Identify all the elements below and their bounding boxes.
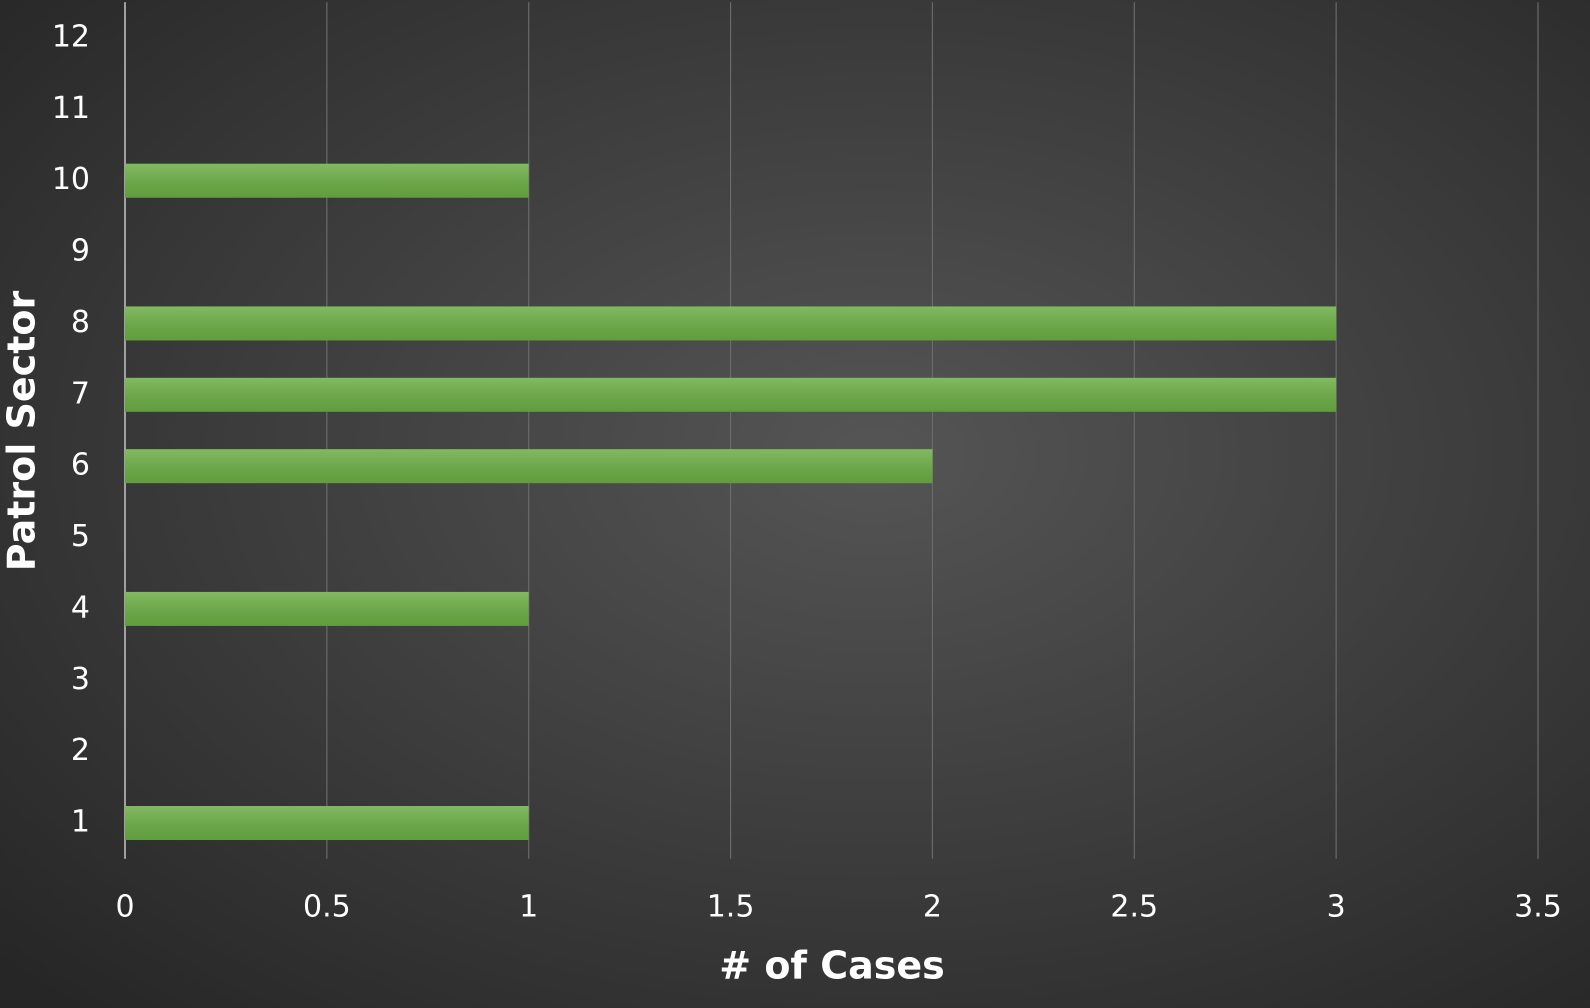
y-tick-label: 3 <box>71 662 90 697</box>
x-tick-label: 2 <box>923 890 942 925</box>
x-axis-title: # of Cases <box>719 944 944 988</box>
x-tick-label: 3 <box>1327 890 1346 925</box>
y-tick-label: 8 <box>71 305 90 340</box>
y-tick-label: 6 <box>71 448 90 483</box>
y-tick-label: 5 <box>71 519 90 554</box>
bar-shade <box>125 806 529 841</box>
y-tick-label: 9 <box>71 234 90 269</box>
bar-shade <box>125 449 933 484</box>
bar-shade <box>125 591 529 626</box>
x-tick-label: 0.5 <box>303 890 351 925</box>
y-tick-label: 10 <box>52 162 90 197</box>
x-tick-label: 1.5 <box>707 890 755 925</box>
x-tick-label: 0 <box>115 890 134 925</box>
y-tick-label: 2 <box>71 733 90 768</box>
y-tick-label: 12 <box>52 19 90 54</box>
bar-shade <box>125 163 529 198</box>
bar-shade <box>125 377 1337 412</box>
y-tick-label: 7 <box>71 376 90 411</box>
x-tick-label: 3.5 <box>1514 890 1562 925</box>
y-tick-label: 1 <box>71 805 90 840</box>
y-axis-title: Patrol Sector <box>0 291 44 572</box>
bar-shade <box>125 306 1337 341</box>
x-tick-label: 2.5 <box>1110 890 1158 925</box>
x-tick-label: 1 <box>519 890 538 925</box>
y-tick-label: 11 <box>52 91 90 126</box>
y-tick-label: 4 <box>71 590 90 625</box>
